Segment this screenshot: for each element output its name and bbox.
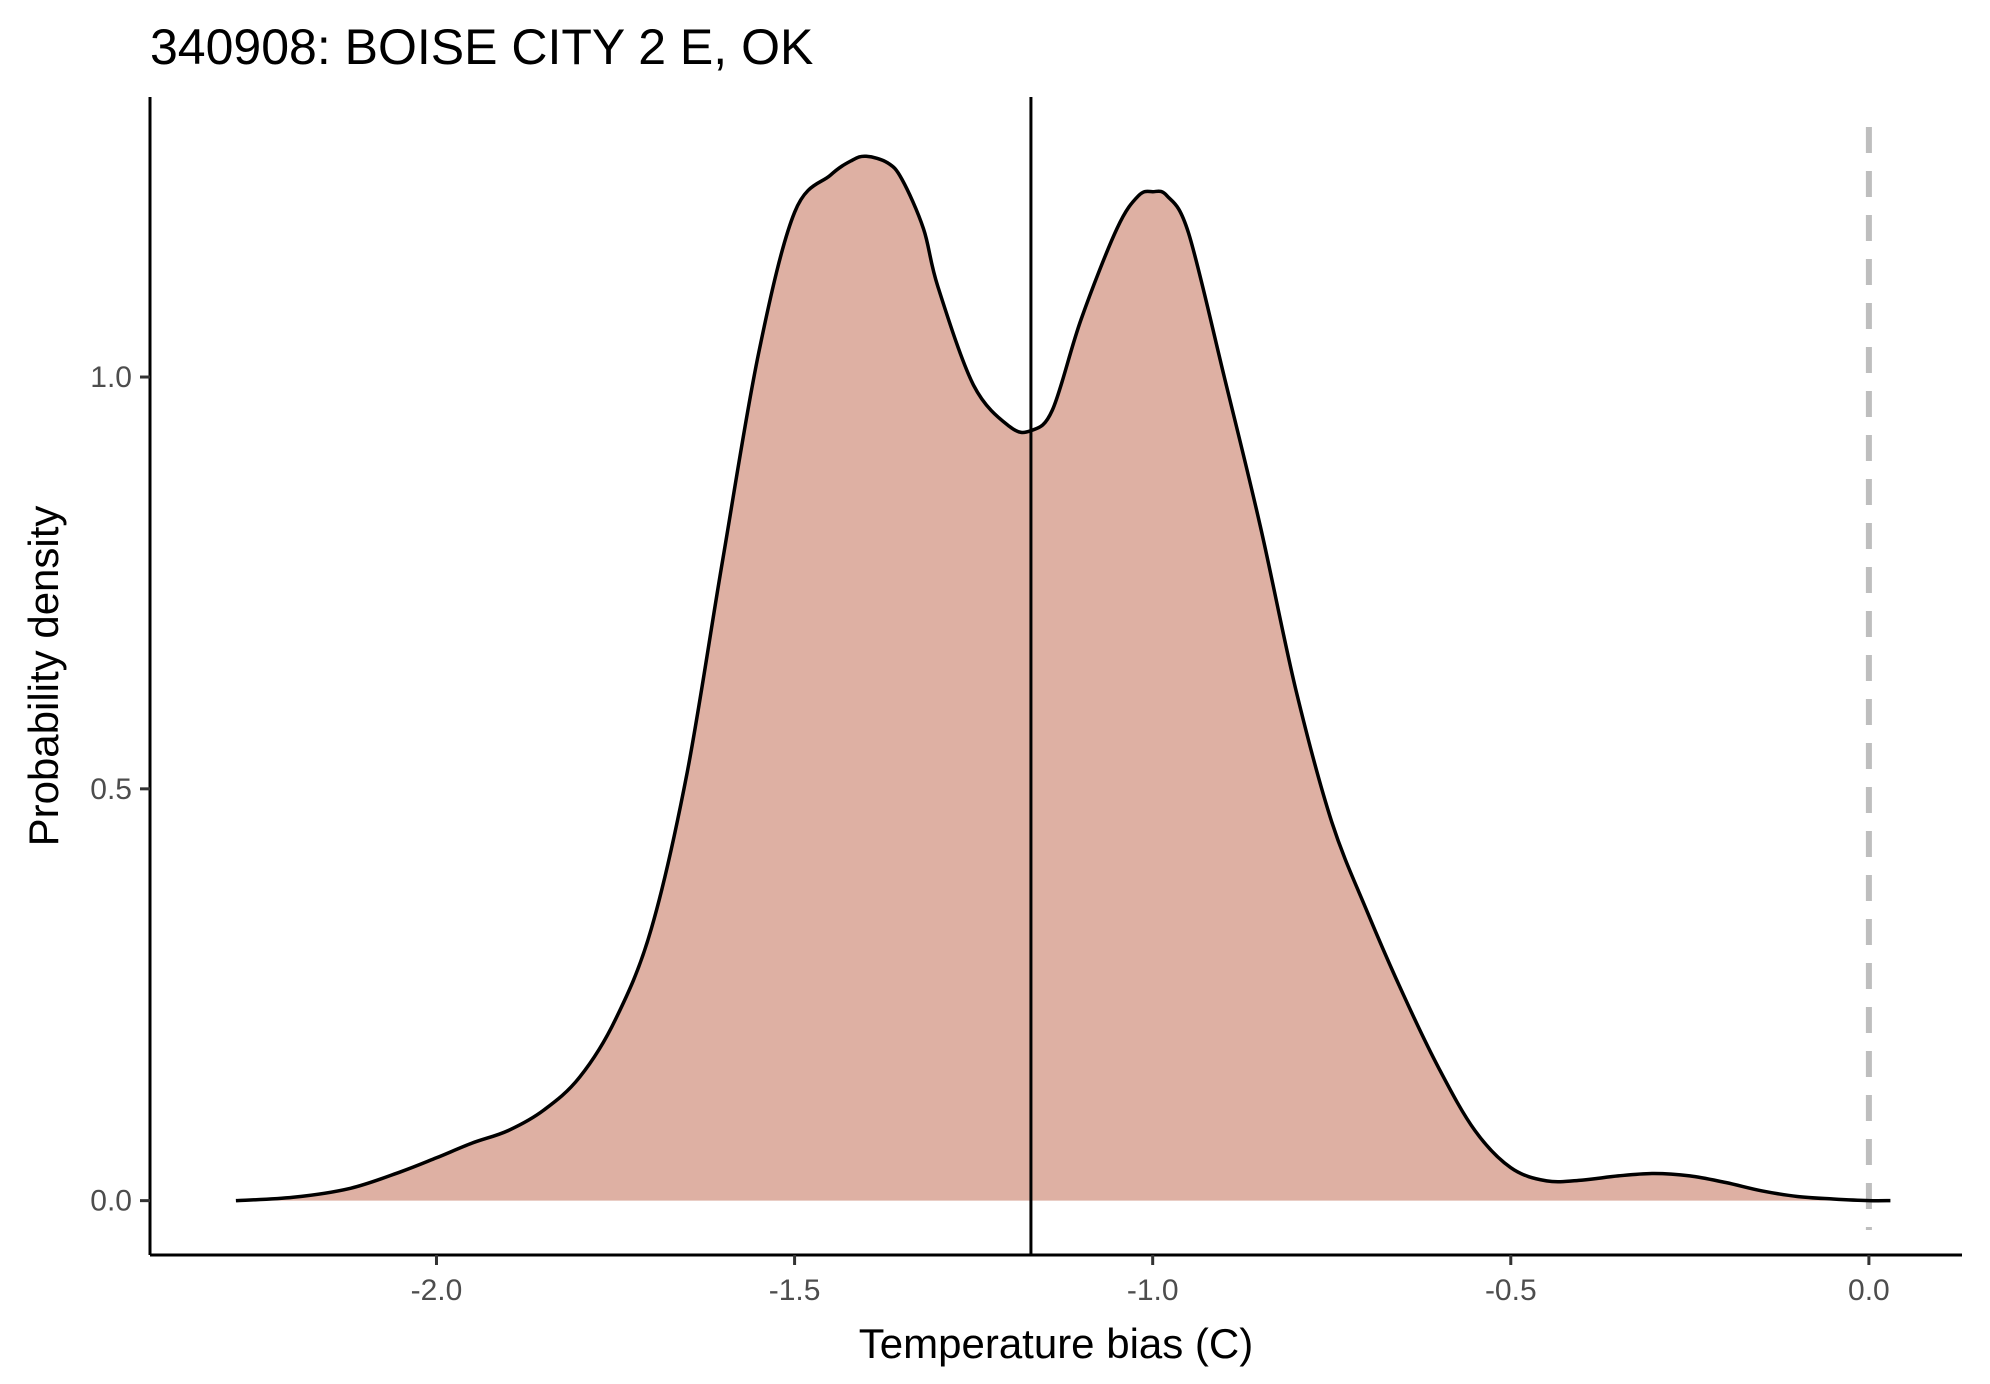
x-tick-label: -1.5 bbox=[769, 1274, 821, 1307]
x-axis-ticks: -2.0 -1.5 -1.0 -0.5 0.0 bbox=[411, 1255, 1890, 1307]
y-axis-title: Probability density bbox=[20, 506, 67, 847]
x-tick-label: -1.0 bbox=[1127, 1274, 1179, 1307]
y-tick-label: 0.0 bbox=[90, 1185, 132, 1218]
density-area bbox=[235, 156, 1891, 1201]
x-tick-label: -0.5 bbox=[1485, 1274, 1537, 1307]
chart-title: 340908: BOISE CITY 2 E, OK bbox=[150, 19, 813, 75]
y-tick-label: 1.0 bbox=[90, 361, 132, 394]
x-axis-title: Temperature bias (C) bbox=[859, 1320, 1253, 1367]
y-tick-label: 0.5 bbox=[90, 773, 132, 806]
x-tick-label: -2.0 bbox=[411, 1274, 463, 1307]
density-curve bbox=[235, 154, 1891, 1203]
plot-area bbox=[235, 97, 1891, 1255]
y-axis-ticks: 0.0 0.5 1.0 bbox=[90, 361, 150, 1218]
x-tick-label: 0.0 bbox=[1848, 1274, 1890, 1307]
